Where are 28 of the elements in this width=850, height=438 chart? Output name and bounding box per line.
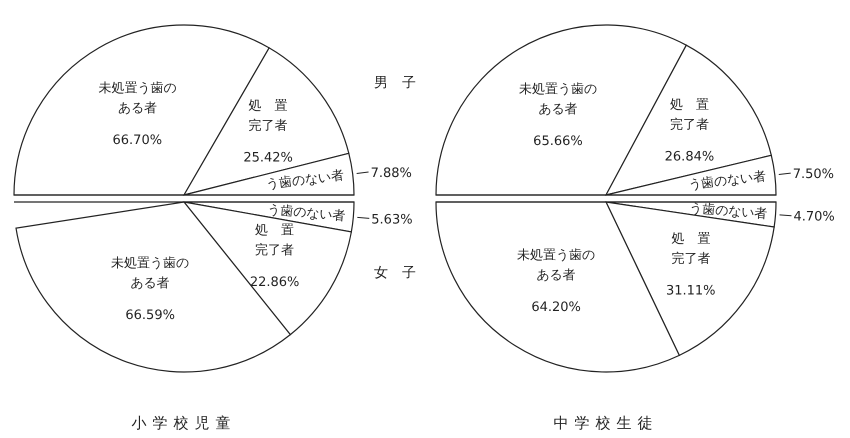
data-label: 65.66%	[533, 134, 583, 149]
data-label: 4.70%	[793, 210, 835, 225]
data-label: 25.42%	[243, 150, 293, 166]
text: 小学校児童	[132, 414, 236, 432]
data-label: 31.11%	[666, 284, 716, 299]
data-label: 64.20%	[531, 300, 581, 316]
data-label: 22.86%	[250, 274, 300, 290]
slice-label: 未処置う歯のある者	[518, 82, 597, 117]
data-label: 66.70%	[112, 133, 162, 148]
data-label: 26.84%	[664, 150, 714, 165]
data-label: 5.63%	[371, 212, 413, 228]
slice-label: 処置完了者	[671, 232, 724, 267]
slice-label: う歯のない者	[265, 168, 345, 193]
slice-label: う歯のない者	[688, 201, 768, 222]
text: 男 子	[374, 75, 416, 91]
slice-label: 処置完了者	[248, 98, 301, 134]
slice-label: う歯のない者	[688, 169, 767, 194]
data-label: 7.88%	[370, 166, 412, 182]
slice-label: 処置完了者	[255, 222, 308, 258]
slice-label: 処置完了者	[670, 98, 722, 133]
data-label: 66.59%	[125, 308, 175, 324]
slice-label: 未処置う歯のある者	[98, 81, 176, 116]
text: 中学校生徒	[554, 414, 658, 432]
slice-label: 未処置う歯のある者	[517, 248, 596, 284]
data-label: 7.50%	[792, 167, 834, 182]
slice-label: 未処置う歯のある者	[111, 256, 190, 292]
slice-label: う歯のない者	[266, 202, 346, 224]
text: 女 子	[374, 265, 416, 281]
